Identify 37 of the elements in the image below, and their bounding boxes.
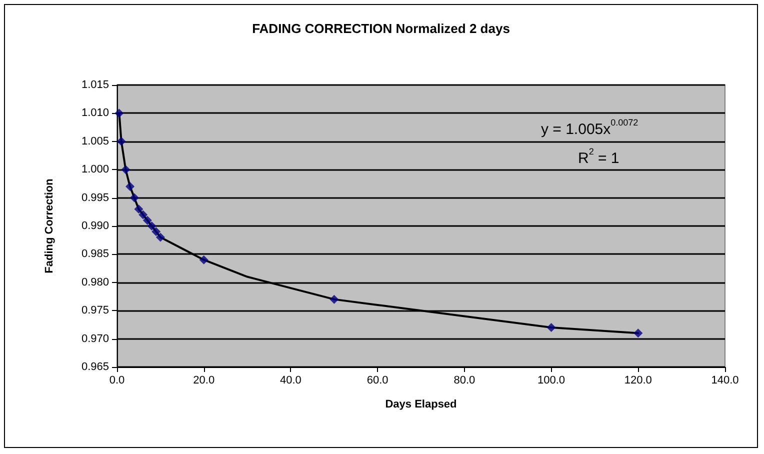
x-tick-label: 100.0 (538, 374, 566, 386)
point (152, 227, 161, 236)
y-tick-label: 0.985 (81, 248, 109, 260)
x-tick-label: 40.0 (280, 374, 302, 386)
point (134, 204, 144, 214)
y-tick-label: 0.965 (81, 361, 109, 373)
x-tick-label: 80.0 (454, 374, 476, 386)
point (114, 108, 124, 118)
y-tick-label: 1.010 (81, 107, 109, 120)
y-tick-label: 1.005 (81, 135, 109, 148)
point (330, 294, 339, 304)
point (634, 328, 643, 338)
point (147, 222, 156, 230)
x-tick-label: 120.0 (624, 374, 652, 386)
point (546, 323, 556, 332)
point (130, 193, 139, 202)
point (142, 216, 152, 225)
point (116, 136, 126, 146)
y-tick-label: 1.015 (81, 79, 109, 91)
chart-title: FADING CORRECTION Normalized 2 days (252, 21, 510, 36)
point (121, 165, 130, 174)
x-axis-title: Days Elapsed (385, 398, 457, 410)
y-tick-label: 0.995 (81, 192, 109, 204)
point (126, 182, 135, 192)
y-tick-label: 0.970 (81, 332, 109, 345)
y-tick-label: 0.975 (81, 304, 109, 317)
y-tick-label: 1.000 (81, 164, 109, 176)
y-tick-label: 0.990 (81, 220, 109, 232)
point (156, 232, 165, 242)
y-axis-title: Fading Correction (44, 178, 56, 274)
x-tick-label: 20.0 (193, 374, 215, 386)
point (138, 210, 148, 220)
x-tick-label: 60.0 (366, 374, 388, 386)
x-tick-label: 0.0 (109, 374, 125, 386)
y-tick-label: 0.980 (81, 276, 109, 288)
point (199, 255, 208, 264)
x-tick-label: 140.0 (711, 374, 739, 386)
